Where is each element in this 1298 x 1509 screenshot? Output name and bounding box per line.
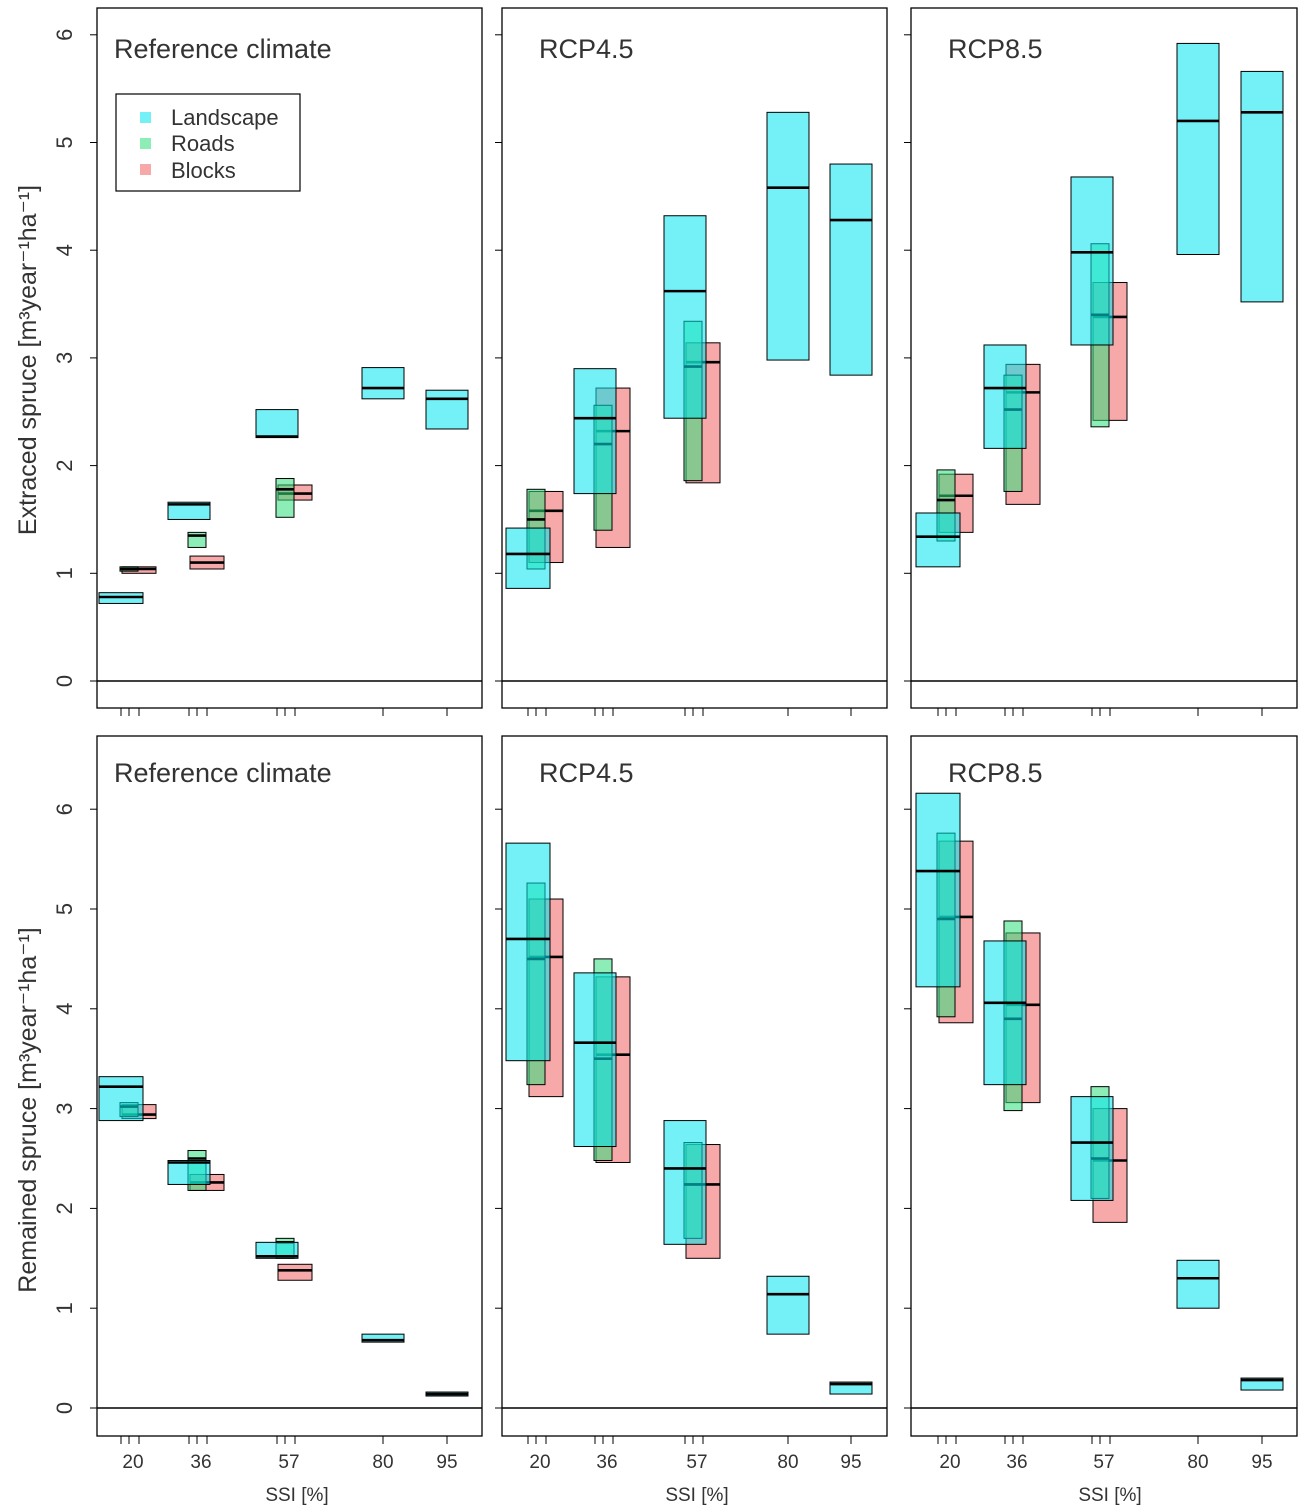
landscape-box-ssi80 (1176, 1259, 1220, 1309)
roads-box-ssi57 (275, 478, 295, 518)
y-tick-label: 3 (52, 1102, 77, 1114)
y-tick-label: 5 (52, 136, 77, 148)
landscape-box-ssi80 (361, 1333, 405, 1343)
landscape-box-ssi36 (983, 940, 1027, 1086)
x-tick-label: 20 (122, 1452, 143, 1473)
panel-frame (501, 735, 888, 1437)
x-axis-title-rcp85: SSI [%] (1078, 1485, 1141, 1506)
legend-label-roads: Roads (171, 131, 235, 156)
landscape-box-ssi95 (1240, 1377, 1284, 1391)
panel-title: RCP8.5 (948, 34, 1043, 64)
landscape-box-ssi80 (1176, 42, 1220, 256)
panel-title: RCP8.5 (948, 758, 1043, 788)
legend-swatch-roads (140, 138, 151, 149)
x-tick-label: 95 (1251, 1452, 1272, 1473)
legend-label-landscape: Landscape (171, 105, 279, 130)
x-axis-title-rcp45: SSI [%] (665, 1485, 728, 1506)
x-tick-label: 36 (1006, 1452, 1027, 1473)
panel-3: RCP8.5 (904, 7, 1298, 716)
landscape-box-ssi36 (573, 972, 617, 1148)
y-tick-label: 1 (52, 567, 77, 579)
x-tick-label: 95 (436, 1452, 457, 1473)
landscape-box-ssi36 (167, 1159, 211, 1185)
landscape-box-ssi95 (1240, 70, 1284, 303)
landscape-box-ssi95 (829, 1381, 873, 1395)
x-tick-label: 95 (840, 1452, 861, 1473)
x-tick-label: 80 (372, 1452, 393, 1473)
x-axis-title-reference: SSI [%] (265, 1485, 328, 1506)
panel-title: Reference climate (114, 758, 332, 788)
landscape-box-ssi57 (1070, 176, 1114, 346)
x-tick-label: 57 (278, 1452, 299, 1473)
x-tick-label: 36 (190, 1452, 211, 1473)
y-tick-label: 2 (52, 459, 77, 471)
y-tick-label: 3 (52, 352, 77, 364)
legend-swatch-landscape (140, 112, 151, 123)
y-tick-label: 6 (52, 29, 77, 41)
panel-frame (96, 735, 483, 1437)
y-tick-label: 6 (52, 803, 77, 815)
landscape-box-ssi57 (1070, 1096, 1114, 1201)
panel-title: RCP4.5 (539, 34, 634, 64)
landscape-box-ssi36 (167, 501, 211, 520)
y-tick-label: 1 (52, 1302, 77, 1314)
y-tick-label: 4 (52, 1003, 77, 1015)
landscape-box-ssi57 (663, 1120, 707, 1245)
x-tick-label: 57 (1093, 1452, 1114, 1473)
landscape-box-ssi80 (361, 367, 405, 400)
landscape-box-ssi36 (573, 368, 617, 495)
x-tick-label: 80 (1187, 1452, 1208, 1473)
x-tick-label: 20 (939, 1452, 960, 1473)
x-tick-label: 20 (529, 1452, 550, 1473)
legend-label-blocks: Blocks (171, 158, 236, 183)
legend-swatch-blocks (140, 164, 151, 175)
legend: Landscape Roads Blocks (115, 93, 301, 192)
landscape-box-ssi36 (983, 344, 1027, 449)
y-axis-title-top: Extraced spruce [m³year⁻¹ha⁻¹] (14, 185, 42, 535)
blocks-box-ssi57 (277, 1263, 313, 1281)
panels-layer: 0 1 2 3 4 5 6 Reference climate RCP4.5 RCP8.5 0 1 2 3… (52, 7, 1298, 1473)
landscape-box-ssi57 (663, 215, 707, 419)
panel-1: 0 1 2 3 4 5 6 Reference climate (52, 7, 483, 716)
landscape-box-ssi20 (98, 1076, 144, 1122)
landscape-box-ssi20 (505, 842, 551, 1062)
panel-title: Reference climate (114, 34, 332, 64)
landscape-box-ssi20 (915, 512, 961, 568)
y-axis-title-bottom: Remained spruce [m³year⁻¹ha⁻¹] (14, 927, 42, 1292)
landscape-box-ssi20 (505, 527, 551, 589)
panel-frame (910, 735, 1298, 1437)
panel-title: RCP4.5 (539, 758, 634, 788)
panel-4: 0 1 2 3 4 5 6 20 36 57 80 95 Reference climate (52, 735, 483, 1473)
landscape-box-ssi80 (766, 1275, 810, 1335)
y-tick-label: 2 (52, 1202, 77, 1214)
landscape-box-ssi95 (425, 389, 469, 430)
x-tick-label: 57 (686, 1452, 707, 1473)
panel-6: 20 36 57 80 95 RCP8.5 (904, 735, 1298, 1473)
y-tick-label: 5 (52, 903, 77, 915)
landscape-box-ssi57 (255, 1241, 299, 1259)
panel-2: RCP4.5 (495, 7, 888, 716)
y-tick-label: 4 (52, 244, 77, 256)
panel-5: 20 36 57 80 95 RCP4.5 (495, 735, 888, 1473)
x-tick-label: 36 (596, 1452, 617, 1473)
y-tick-label: 0 (52, 1402, 77, 1414)
x-tick-label: 80 (777, 1452, 798, 1473)
landscape-box-ssi20 (915, 792, 961, 988)
y-tick-label: 0 (52, 675, 77, 687)
landscape-box-ssi80 (766, 111, 810, 361)
landscape-box-ssi95 (829, 163, 873, 376)
landscape-box-ssi57 (255, 409, 299, 439)
